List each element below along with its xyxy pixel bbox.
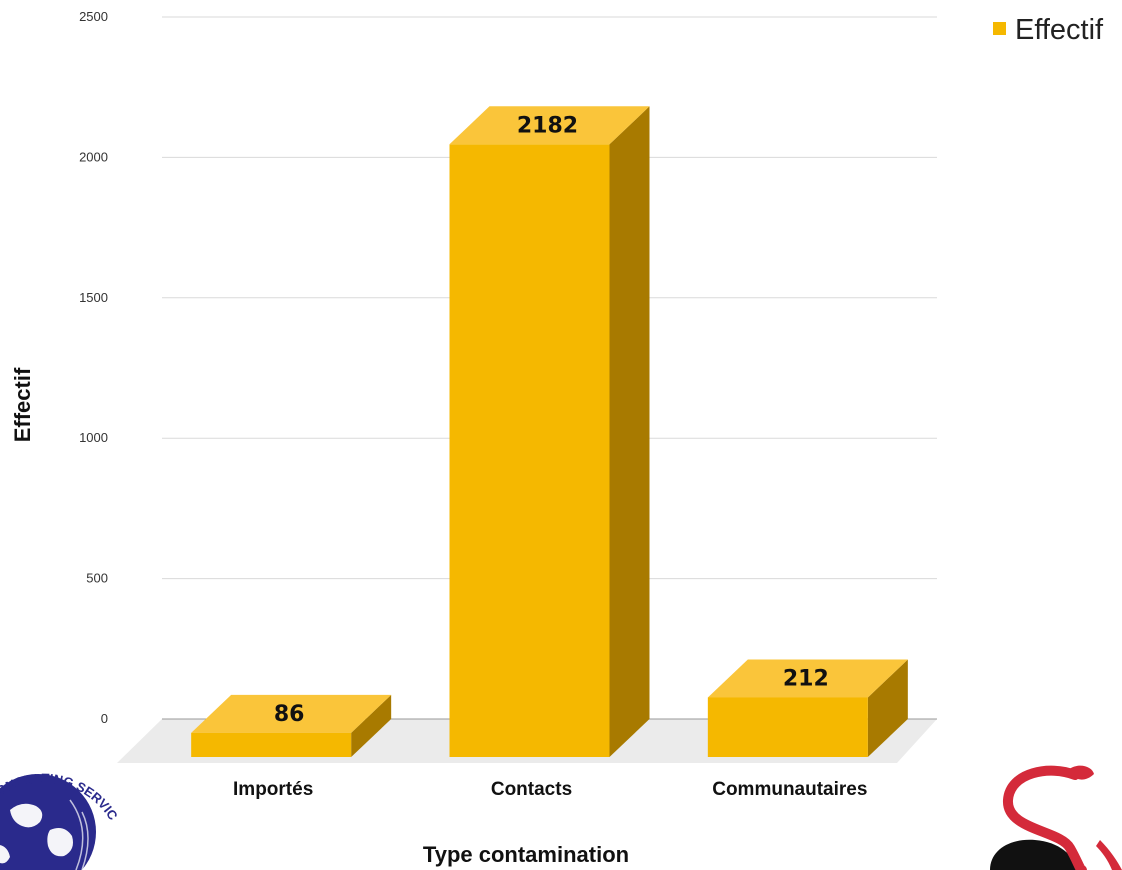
y-tick-label: 1500 [79, 290, 108, 305]
globe-continents-icon [0, 803, 73, 864]
y-axis-ticks: 0 500 1000 1500 2000 2500 [79, 9, 108, 726]
globe-grid-icon [69, 799, 89, 870]
serpent-base-icon [990, 839, 1080, 870]
y-tick-label: 500 [86, 571, 108, 586]
serpent-icon [1003, 765, 1087, 870]
data-label: 212 [783, 666, 829, 691]
data-label: 86 [274, 702, 305, 727]
bar-side-face [351, 694, 392, 757]
serpent-tail-icon [1096, 840, 1122, 870]
y-tick-label: 2500 [79, 9, 108, 24]
bar [707, 659, 908, 757]
bar-top-face [449, 106, 650, 145]
x-category-label: Communautaires [712, 779, 867, 800]
bars [191, 106, 908, 757]
data-label: 2182 [517, 113, 578, 138]
bar-front-face [449, 144, 610, 757]
data-labels: 86 2182 212 [274, 113, 829, 727]
legend-label: Effectif [1015, 14, 1104, 46]
bar [191, 694, 392, 757]
y-tick-label: 0 [101, 711, 108, 726]
x-category-label: Importés [233, 779, 313, 800]
bar-top-face [191, 694, 392, 733]
bar-side-face [609, 106, 650, 757]
y-tick-label: 2000 [79, 149, 108, 164]
y-tick-label: 1000 [79, 430, 108, 445]
x-axis-title: Type contamination [423, 842, 629, 867]
serpent-logo [990, 765, 1122, 870]
bar-top-face [707, 659, 908, 698]
x-axis-categories: Importés Contacts Communautaires [233, 779, 867, 800]
bar [449, 106, 650, 757]
bar-front-face [191, 732, 352, 757]
y-axis-title: Effectif [10, 367, 35, 442]
legend: Effectif [993, 14, 1104, 46]
legend-swatch [993, 22, 1006, 35]
bar-side-face [867, 659, 908, 757]
bar-front-face [707, 697, 868, 757]
serpent-head-icon [1068, 765, 1094, 780]
x-category-label: Contacts [491, 779, 572, 800]
